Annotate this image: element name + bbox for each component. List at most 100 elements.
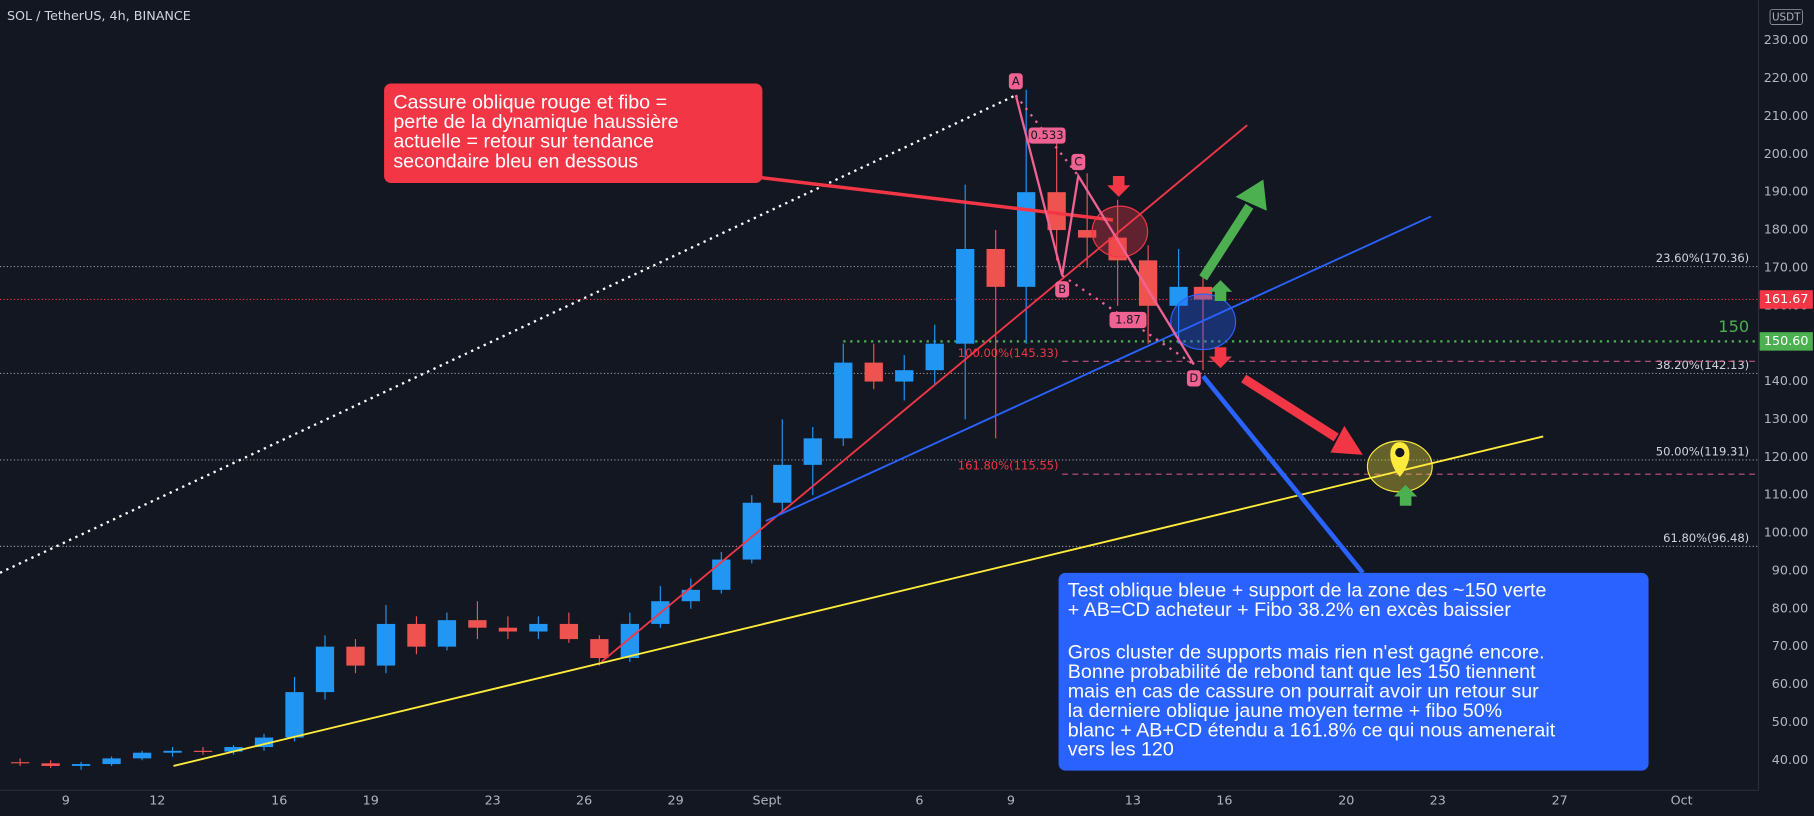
- candle-body: [559, 623, 579, 640]
- x-tick-label: 6: [915, 792, 923, 807]
- x-tick-label: Sept: [753, 792, 782, 807]
- pin: [1390, 442, 1410, 477]
- ratio-line: [1014, 94, 1080, 177]
- callout-box: [1058, 572, 1649, 771]
- trendline: [600, 124, 1248, 663]
- x-tick-label: 23: [485, 792, 501, 807]
- y-tick-label: 80.00: [1772, 600, 1808, 615]
- callout-text: vers les 120: [1068, 739, 1174, 761]
- candle-body: [712, 559, 731, 590]
- point-label: B: [1058, 282, 1066, 296]
- candle-body: [1047, 192, 1066, 231]
- ratio-box: [1028, 127, 1066, 144]
- fib-label: 50.00%(119.31): [1656, 444, 1749, 458]
- point-label: C: [1074, 155, 1082, 169]
- y-tick-label: 70.00: [1772, 638, 1808, 653]
- candle-body: [529, 623, 548, 632]
- x-tick-label: 27: [1552, 792, 1568, 807]
- candle-body: [925, 343, 944, 371]
- callout-box: [384, 83, 763, 183]
- point-box: [1008, 73, 1023, 90]
- candle-body: [285, 692, 304, 738]
- pattern: 0.533 1.87 A B C D: [1008, 73, 1201, 387]
- point-label: D: [1189, 371, 1198, 385]
- candle-body: [498, 627, 518, 632]
- y-tick-label: 190.00: [1764, 184, 1809, 199]
- callout-text: actuelle = retour sur tendance: [393, 131, 654, 153]
- ratio-label: 1.87: [1115, 313, 1141, 327]
- candle-body: [773, 464, 792, 503]
- candle-body: [1138, 260, 1158, 306]
- price-tag: [1759, 332, 1813, 351]
- callout-text: Bonne probabilité de rebond tant que les…: [1068, 661, 1536, 683]
- candle-body: [224, 747, 243, 752]
- x-tick-label: 12: [149, 792, 165, 807]
- point-label: A: [1012, 74, 1020, 88]
- highlight-circle: [1170, 293, 1237, 351]
- y-tick-label: 220.00: [1764, 70, 1809, 85]
- candle-body: [986, 248, 1005, 287]
- candle-body: [1169, 286, 1188, 306]
- big-arrow: [1241, 374, 1339, 442]
- big-arrow: [1199, 203, 1254, 281]
- callout-text: + AB=CD acheteur + Fibo 38.2% en excès b…: [1068, 599, 1512, 621]
- candle-body: [407, 623, 426, 647]
- fib-label: 23.60%(170.36): [1656, 251, 1749, 265]
- candle-body: [956, 248, 975, 344]
- price-tag-label: 150.60: [1764, 333, 1809, 348]
- annotations: Cassure oblique rouge et fibo =perte de …: [393, 91, 1555, 760]
- trendline: [173, 435, 1544, 767]
- candle-body: [41, 763, 60, 766]
- candle-body: [71, 764, 91, 766]
- currency-box: [1769, 9, 1803, 25]
- callout-text: secondaire bleu en dessous: [393, 150, 638, 172]
- candle-body: [590, 639, 609, 659]
- candle-body: [437, 620, 457, 647]
- y-tick-label: 130.00: [1764, 411, 1809, 426]
- extension-label: 161.80%(115.55): [958, 459, 1059, 473]
- candle-body: [1108, 237, 1127, 261]
- x-tick-label: 13: [1125, 792, 1141, 807]
- callout-text: la derniere oblique jaune moyen terme + …: [1068, 700, 1502, 722]
- fib-label: 38.20%(142.13): [1656, 358, 1749, 372]
- x-tick-label: 16: [1216, 792, 1232, 807]
- callout-text: Test oblique bleue + support de la zone …: [1068, 580, 1547, 602]
- x-tick-label: Oct: [1671, 792, 1693, 807]
- callout-text: Gros cluster de supports mais rien n'est…: [1068, 642, 1545, 664]
- candle-body: [193, 750, 213, 752]
- candle-body: [681, 589, 700, 602]
- candle-body: [620, 623, 639, 659]
- candles: [10, 89, 1213, 770]
- x-tick-label: 19: [363, 792, 379, 807]
- x-tick-label: 29: [667, 792, 683, 807]
- price-tag-label: 161.67: [1764, 291, 1809, 306]
- callout-connector: [757, 175, 1114, 222]
- candle-body: [346, 646, 365, 666]
- candle-body: [803, 438, 822, 465]
- extension-label: 100.00%(145.33): [958, 346, 1059, 360]
- candle-body: [10, 762, 30, 764]
- y-tick-label: 170.00: [1764, 259, 1809, 274]
- y-tick-label: 210.00: [1764, 108, 1809, 123]
- x-tick-label: 16: [271, 792, 287, 807]
- candle-body: [468, 620, 487, 628]
- candle-body: [1017, 192, 1036, 287]
- pin-dot: [1395, 447, 1405, 458]
- candle-body: [254, 737, 274, 748]
- currency-label: USDT: [1772, 12, 1801, 24]
- candle-body: [376, 623, 396, 666]
- y-tick-label: 140.00: [1764, 373, 1809, 388]
- candle-body: [132, 752, 152, 759]
- down-arrow: [1208, 347, 1233, 369]
- y-tick-label: 200.00: [1764, 146, 1809, 161]
- y-tick-label: 60.00: [1772, 676, 1808, 691]
- candle-body: [315, 646, 335, 693]
- callout-text: Cassure oblique rouge et fibo =: [393, 91, 667, 113]
- candle-body: [1078, 230, 1097, 238]
- ratio-box: [1109, 311, 1147, 329]
- y-tick-label: 100.00: [1764, 525, 1809, 540]
- callout-connector: [1201, 374, 1365, 575]
- x-tick-label: 9: [62, 792, 70, 807]
